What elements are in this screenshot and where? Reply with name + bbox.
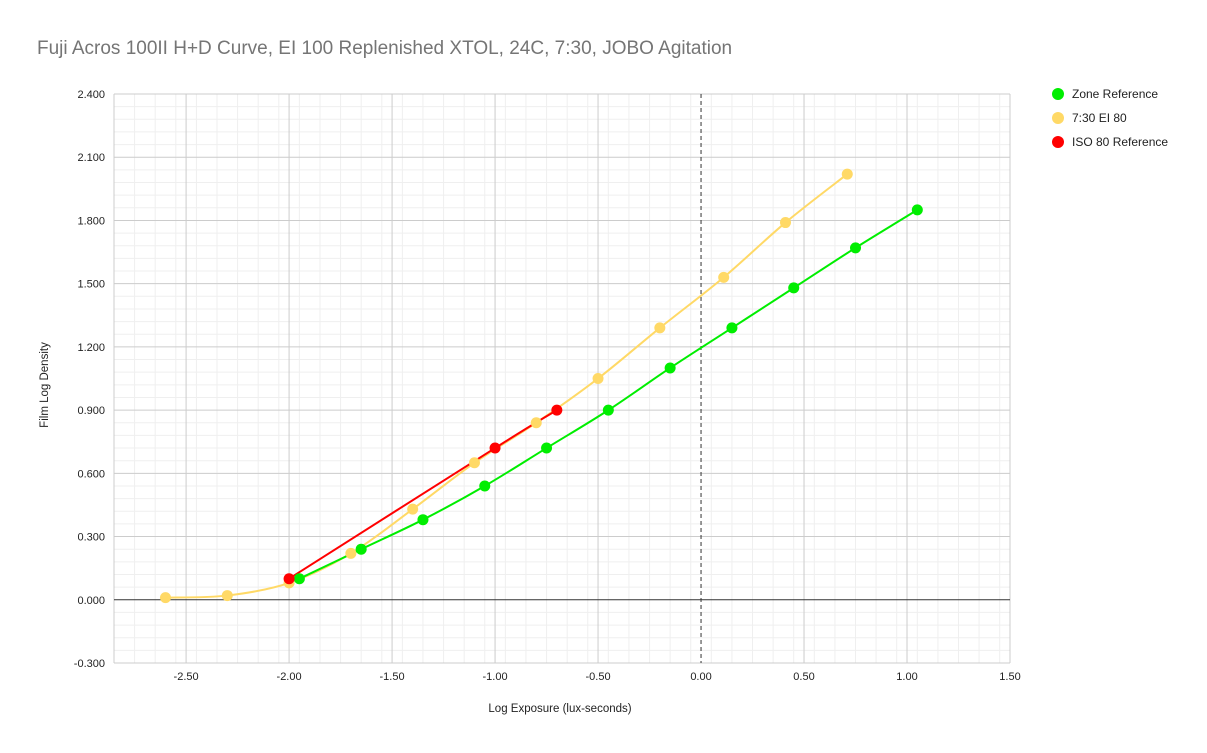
data-point: [779, 217, 791, 229]
x-tick-label: -2.50: [174, 671, 199, 683]
y-tick-label: 0.900: [77, 405, 105, 417]
data-point: [355, 543, 367, 555]
y-tick-label: 0.000: [77, 595, 105, 607]
legend-marker: [1052, 136, 1064, 148]
data-point: [654, 322, 666, 334]
series: [159, 168, 923, 604]
series-line-2: [288, 409, 558, 580]
x-tick-label: -1.00: [483, 671, 508, 683]
data-point: [489, 442, 501, 454]
data-point: [850, 242, 862, 254]
data-point: [718, 271, 730, 283]
y-tick-label: 2.100: [77, 152, 105, 164]
x-tick-label: -2.00: [277, 671, 302, 683]
data-point: [911, 204, 923, 216]
x-tick-label: -1.50: [380, 671, 405, 683]
x-tick-label: 1.50: [999, 671, 1020, 683]
data-point: [417, 514, 429, 526]
y-tick-label: 1.200: [77, 342, 105, 354]
y-tick-label: 1.500: [77, 279, 105, 291]
data-point: [468, 457, 480, 469]
data-point: [530, 417, 542, 429]
data-point: [841, 168, 853, 180]
data-point: [407, 503, 419, 515]
data-point: [479, 480, 491, 492]
legend[interactable]: Zone Reference 7:30 EI 80 ISO 80 Reference: [1052, 87, 1168, 149]
y-tick-label: 2.400: [77, 89, 105, 101]
data-point: [221, 590, 233, 602]
tick-labels: -2.50 -2.00 -1.50 -1.00 -0.50 0.00 0.50 1.00 1.5…: [74, 89, 1021, 683]
legend-marker: [1052, 88, 1064, 100]
data-point: [283, 573, 295, 585]
y-tick-label: 1.800: [77, 215, 105, 227]
legend-label: Zone Reference: [1072, 87, 1158, 101]
y-axis-title: Film Log Density: [39, 342, 51, 428]
y-tick-label: 0.300: [77, 532, 105, 544]
y-tick-label: -0.300: [74, 658, 105, 670]
data-point: [159, 592, 171, 604]
data-point: [726, 322, 738, 334]
x-tick-label: -0.50: [586, 671, 611, 683]
series-line-1: [165, 173, 848, 599]
data-point: [788, 282, 800, 294]
chart-title: Fuji Acros 100II H+D Curve, EI 100 Reple…: [37, 38, 733, 59]
x-tick-label: 0.50: [793, 671, 814, 683]
data-point: [592, 373, 604, 384]
data-point: [602, 404, 614, 416]
grid: [113, 93, 1011, 664]
axes: [114, 94, 1010, 663]
x-tick-label: 1.00: [896, 671, 917, 683]
legend-label: 7:30 EI 80: [1072, 111, 1127, 125]
data-point: [293, 573, 305, 585]
legend-label: ISO 80 Reference: [1072, 135, 1168, 149]
data-point: [541, 442, 553, 454]
y-tick-label: 0.600: [77, 468, 105, 480]
legend-marker: [1052, 112, 1064, 124]
x-tick-label: 0.00: [690, 671, 711, 683]
x-axis-title: Log Exposure (lux-seconds): [488, 703, 631, 715]
data-point: [664, 362, 676, 374]
data-point: [345, 547, 357, 559]
data-point: [551, 404, 563, 416]
